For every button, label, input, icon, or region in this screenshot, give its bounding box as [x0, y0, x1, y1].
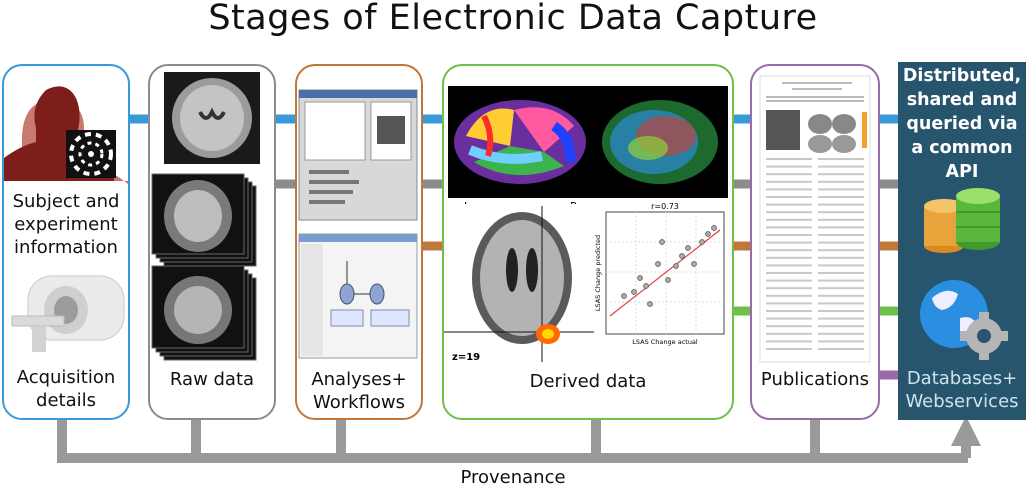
acquisition-top-line-3: information	[14, 237, 118, 258]
scatter-ylabel: LSAS Change predicted	[594, 235, 602, 311]
stage-acquisition: Subject and experiment information Acqui…	[2, 64, 130, 420]
publications-label: Publications	[760, 369, 870, 390]
publication-illustration	[759, 75, 871, 363]
databases-top-line-5: API	[945, 162, 979, 182]
raw-data-illustrations	[151, 72, 260, 361]
provenance-label: Provenance	[460, 467, 566, 488]
gear-icon	[960, 312, 1008, 360]
scatter-xlabel: LSAS Change actual	[632, 338, 698, 346]
acquisition-bottom-line-2: details	[36, 390, 96, 411]
databases-top-line-2: shared and	[906, 90, 1018, 110]
raw-data-label: Raw data	[169, 369, 255, 390]
databases-bottom-line-2: Webservices	[905, 391, 1019, 412]
slice-label: z=19	[452, 352, 480, 363]
analyses-line-2: Workflows	[312, 392, 406, 413]
derived-data-label: Derived data	[529, 371, 647, 392]
databases-top-line-3: queried via	[906, 114, 1018, 134]
acquisition-top-line-1: Subject and	[12, 191, 120, 212]
acquisition-bottom-line-1: Acquisition	[16, 367, 116, 388]
stage-databases: Distributed, shared and queried via a co…	[898, 62, 1026, 420]
derived-data-illustrations: L R z=19 r=0.73 LSAS Change actual LSAS …	[444, 86, 728, 364]
acquisition-illustrations	[4, 86, 128, 352]
stage-publications: Publications	[750, 64, 880, 420]
databases-top-line-1: Distributed,	[902, 66, 1022, 86]
page-title: Stages of Electronic Data Capture	[208, 0, 818, 38]
analyses-line-1: Analyses+	[311, 369, 407, 390]
stage-analyses: Analyses+ Workflows	[295, 64, 423, 420]
stage-raw-data: Raw data	[148, 64, 276, 420]
acquisition-top-line-2: experiment	[14, 214, 118, 235]
databases-bottom-line-1: Databases+	[906, 368, 1018, 389]
scatter-title: r=0.73	[651, 202, 679, 211]
databases-top-line-4: a common	[911, 138, 1013, 158]
database-globe-icons	[920, 188, 1008, 360]
stage-derived-data: L R z=19 r=0.73 LSAS Change actual LSAS …	[442, 64, 734, 420]
analyses-illustrations	[298, 89, 418, 359]
database-icon	[924, 188, 1000, 253]
